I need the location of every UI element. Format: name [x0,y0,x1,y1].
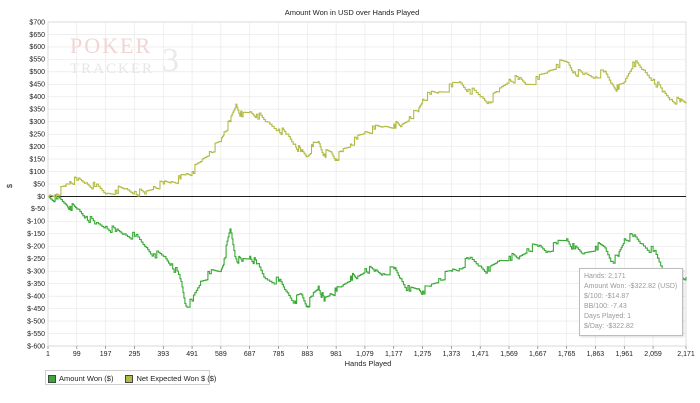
x-tick-label: 1,569 [500,351,518,358]
y-tick-label: $-200 [27,244,45,251]
y-tick-label: $600 [29,44,45,51]
legend-label-amount-won: Amount Won ($) [59,374,114,383]
y-tick-label: $-250 [27,256,45,263]
x-tick-label: 2,059 [644,351,662,358]
series-group [48,59,687,308]
legend-item-amount-won[interactable]: Amount Won ($) [48,374,113,383]
x-tick-label: 1,275 [414,351,432,358]
x-tick-label: 1,765 [558,351,576,358]
y-tick-label: $350 [29,107,45,114]
tooltip-days-played: Days Played: 1 [584,313,632,320]
x-tick-label: 197 [100,351,112,358]
y-tick-label: $300 [29,119,45,126]
y-tick-label: $650 [29,32,45,39]
y-tick-label: $250 [29,131,45,138]
stats-tooltip: Hands: 2,171 Amount Won: -$322.82 (USD) … [579,268,683,336]
y-tick-label: $-100 [27,219,45,226]
x-tick-label: 1,667 [529,351,547,358]
legend: Amount Won ($) Net Expected Won $ ($) [48,374,216,383]
legend-swatch-expected-won [125,374,134,383]
y-tick-label: $50 [33,181,45,188]
y-tick-label: $-450 [27,306,45,313]
x-tick-label: 393 [157,351,169,358]
y-tick-label: $-500 [27,318,45,325]
y-tick-label: $150 [29,156,45,163]
x-axis-label: Hands Played [345,359,392,368]
x-axis: 1 99 197 295 393 491 589 687 785 883 981 1,079 1,177… [46,346,695,358]
x-tick-label: 99 [73,351,81,358]
y-tick-label: $-550 [27,331,45,338]
y-tick-label: $0 [37,194,45,201]
x-tick-label: 687 [244,351,256,358]
legend-label-expected-won: Net Expected Won $ ($) [136,374,217,383]
x-tick-label: 1,471 [471,351,489,358]
x-tick-label: 883 [301,351,313,358]
y-tick-label: $700 [29,19,45,26]
x-tick-label: 981 [330,351,342,358]
legend-item-expected-won[interactable]: Net Expected Won $ ($) [125,374,216,383]
y-tick-label: $-300 [27,269,45,276]
y-tick-label: $500 [29,69,45,76]
tooltip-hands: Hands: 2,171 [584,273,626,280]
series-line-amount-won [48,194,687,308]
legend-frame [45,370,210,385]
x-tick-label: 2,171 [677,351,695,358]
tooltip-amount-won: Amount Won: -$322.82 (USD) [584,283,678,290]
tooltip-per-100: $/100: -$14.87 [584,293,630,300]
x-tick-label: 589 [215,351,227,358]
y-tick-label: $-350 [27,281,45,288]
legend-swatch-amount-won [48,374,56,383]
tooltip-per-day: $/Day: -$322.82 [584,323,634,330]
y-axis-label: $ [5,183,14,188]
y-tick-label: $-150 [27,231,45,238]
y-axis: $700 $650 $600 $550 $500 $450 $400 $350 $300 $250… [27,19,45,350]
x-tick-label: 491 [186,351,198,358]
x-tick-label: 1,177 [385,351,403,358]
grid-lines [47,21,687,347]
x-tick-label: 1 [46,351,50,358]
x-tick-label: 1,863 [587,351,605,358]
y-tick-label: $450 [29,82,45,89]
x-tick-label: 1,079 [356,351,374,358]
chart-title: Amount Won in USD over Hands Played [285,8,420,17]
y-tick-label: $400 [29,94,45,101]
y-tick-label: $-50 [31,206,45,213]
x-tick-label: 1,373 [443,351,461,358]
y-tick-label: $-600 [27,343,45,350]
x-tick-label: 1,961 [615,351,633,358]
y-tick-label: $-400 [27,293,45,300]
x-tick-label: 295 [129,351,141,358]
y-tick-label: $550 [29,57,45,64]
y-tick-label: $200 [29,144,45,151]
series-line-expected-won [48,59,687,198]
x-tick-label: 785 [273,351,285,358]
y-tick-label: $100 [29,169,45,176]
tooltip-bb-100: BB/100: -7.43 [584,303,627,310]
